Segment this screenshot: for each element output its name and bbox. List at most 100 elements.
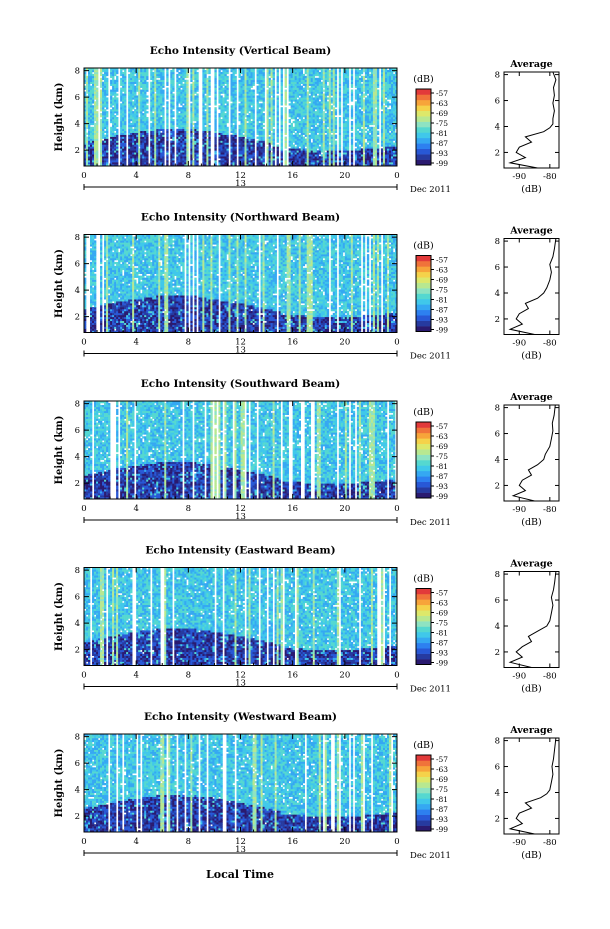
heatmap-cell — [226, 113, 228, 115]
heatmap-cell — [331, 74, 333, 76]
heatmap-cell — [136, 113, 138, 115]
heatmap-cell — [323, 131, 325, 133]
heatmap-cell — [130, 131, 132, 133]
heatmap-cell — [315, 74, 317, 76]
heatmap-cell — [243, 152, 245, 154]
heatmap-cell — [120, 84, 122, 86]
heatmap-cell — [120, 99, 122, 101]
heatmap-cell — [134, 78, 136, 80]
heatmap-cell — [317, 119, 319, 121]
heatmap-cell — [114, 72, 116, 74]
heatmap-cell — [116, 123, 118, 125]
heatmap-cell — [134, 95, 136, 97]
heatmap-cell — [241, 135, 243, 137]
heatmap-cell — [156, 121, 158, 123]
heatmap-cell — [186, 146, 188, 148]
heatmap-cell — [184, 97, 186, 99]
heatmap-cell — [291, 142, 293, 144]
heatmap-cell — [253, 115, 255, 117]
heatmap-cell — [311, 131, 313, 133]
heatmap-cell — [285, 95, 287, 97]
heatmap-cell — [293, 129, 295, 131]
heatmap-cell — [289, 76, 291, 78]
heatmap-cell — [281, 146, 283, 148]
heatmap-cell — [259, 117, 261, 119]
heatmap-cell — [208, 156, 210, 158]
heatmap-cell — [184, 103, 186, 105]
heatmap-cell — [245, 139, 247, 141]
heatmap-cell — [259, 70, 261, 72]
heatmap-cell — [309, 154, 311, 156]
heatmap-cell — [321, 88, 323, 90]
heatmap-cell — [178, 133, 180, 135]
heatmap-cell — [116, 84, 118, 86]
heatmap-cell — [299, 160, 301, 162]
heatmap-cell — [247, 93, 249, 95]
heatmap-cell — [281, 115, 283, 117]
heatmap-cell — [122, 127, 124, 129]
heatmap-cell — [321, 125, 323, 127]
heatmap-cell — [226, 152, 228, 154]
heatmap-cell — [325, 154, 327, 156]
heatmap-cell — [156, 76, 158, 78]
heatmap-cell — [222, 154, 224, 156]
heatmap-cell — [134, 90, 136, 92]
heatmap-cell — [251, 95, 253, 97]
heatmap-cell — [319, 139, 321, 141]
heatmap-cell — [343, 148, 345, 150]
heatmap-cell — [152, 78, 154, 80]
heatmap-cell — [321, 103, 323, 105]
heatmap-cell — [122, 117, 124, 119]
heatmap-cell — [100, 113, 102, 115]
heatmap-cell — [335, 119, 337, 121]
heatmap-cell — [112, 125, 114, 127]
heatmap-cell — [154, 125, 156, 127]
heatmap-cell — [176, 99, 178, 101]
heatmap-cell — [94, 95, 96, 97]
heatmap-cell — [176, 109, 178, 111]
heatmap-cell — [261, 111, 263, 113]
heatmap-cell — [152, 113, 154, 115]
heatmap-cell — [319, 97, 321, 99]
heatmap-cell — [257, 127, 259, 129]
heatmap-cell — [204, 158, 206, 160]
heatmap-cell — [335, 88, 337, 90]
heatmap-cell — [96, 95, 98, 97]
heatmap-cell — [277, 90, 279, 92]
heatmap-cell — [162, 123, 164, 125]
heatmap-cell — [339, 117, 341, 119]
heatmap-cell — [120, 70, 122, 72]
heatmap-cell — [170, 105, 172, 107]
heatmap-cell — [232, 84, 234, 86]
heatmap-cell — [194, 84, 196, 86]
heatmap-cell — [186, 84, 188, 86]
heatmap-cell — [331, 144, 333, 146]
heatmap-cell — [86, 152, 88, 154]
heatmap-cell — [317, 111, 319, 113]
heatmap-cell — [309, 146, 311, 148]
heatmap-cell — [230, 156, 232, 158]
heatmap-cell — [162, 127, 164, 129]
heatmap-cell — [186, 139, 188, 141]
heatmap-cell — [253, 103, 255, 105]
heatmap-cell — [238, 117, 240, 119]
heatmap-cell — [339, 82, 341, 84]
heatmap-cell — [182, 113, 184, 115]
heatmap-cell — [160, 123, 162, 125]
heatmap-cell — [132, 154, 134, 156]
heatmap-cell — [122, 142, 124, 144]
heatmap-cell — [112, 139, 114, 141]
heatmap-cell — [96, 97, 98, 99]
heatmap-cell — [158, 74, 160, 76]
heatmap-cell — [313, 115, 315, 117]
heatmap-cell — [178, 135, 180, 137]
heatmap-cell — [106, 133, 108, 135]
heatmap-cell — [273, 107, 275, 109]
heatmap-cell — [263, 70, 265, 72]
heatmap-cell — [238, 86, 240, 88]
heatmap-cell — [339, 162, 341, 164]
heatmap-cell — [249, 146, 251, 148]
heatmap-cell — [136, 129, 138, 131]
heatmap-cell — [144, 158, 146, 160]
heatmap-cell — [218, 82, 220, 84]
